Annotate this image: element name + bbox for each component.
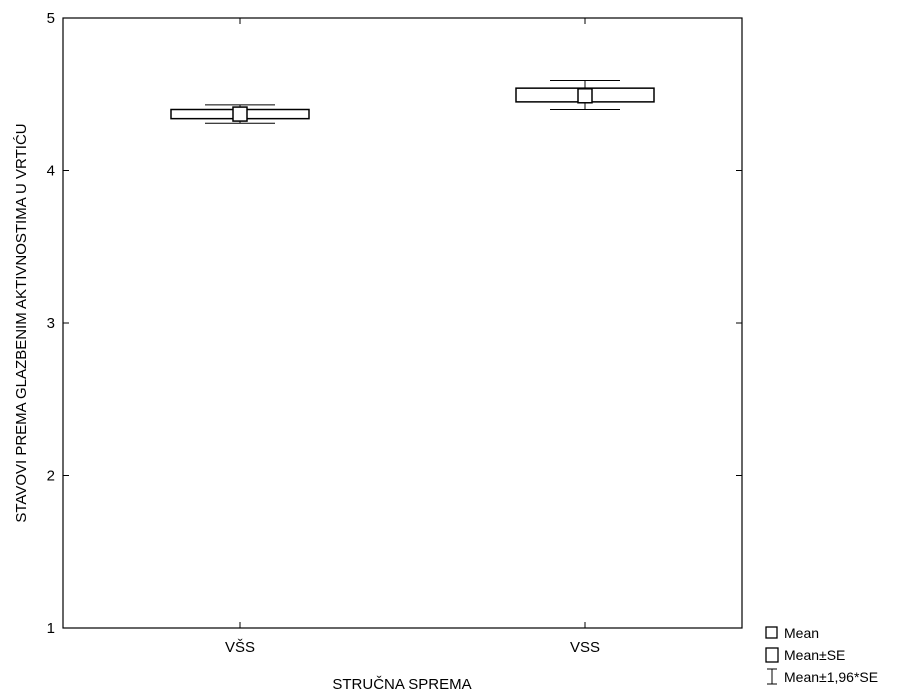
y-tick-label: 4 [47, 163, 55, 180]
plot-frame [62, 17, 743, 629]
y-tick-label: 1 [47, 620, 55, 637]
legend-mean-icon [765, 626, 778, 639]
legend-se-icon [765, 647, 779, 663]
x-tick-label: VŠS [225, 639, 255, 656]
y-axis: 1 2 3 4 5 [47, 10, 742, 637]
x-tick-label: VSS [570, 639, 600, 656]
legend-item-2: Mean±SE [765, 647, 845, 663]
legend-label: Mean±1,96*SE [784, 669, 878, 685]
box-series [170, 80, 655, 124]
legend-item-1: Mean [765, 625, 819, 641]
box-group-2 [515, 80, 655, 110]
x-axis-label: STRUČNA SPREMA [332, 676, 471, 692]
legend-label: Mean [784, 625, 819, 641]
y-tick-label: 3 [47, 315, 55, 332]
x-axis: VŠS VSS [225, 18, 600, 656]
legend-item-3: Mean±1,96*SE [767, 668, 878, 685]
legend-label: Mean±SE [784, 647, 845, 663]
legend: Mean Mean±SE Mean±1,96*SE [765, 625, 878, 685]
mean-marker [577, 88, 593, 104]
y-tick-label: 2 [47, 468, 55, 485]
y-tick-label: 5 [47, 10, 55, 27]
mean-marker [232, 106, 248, 122]
y-axis-label: STAVOVI PREMA GLAZBENIM AKTIVNOSTIMA U V… [13, 123, 30, 522]
box-group-1 [170, 104, 310, 124]
